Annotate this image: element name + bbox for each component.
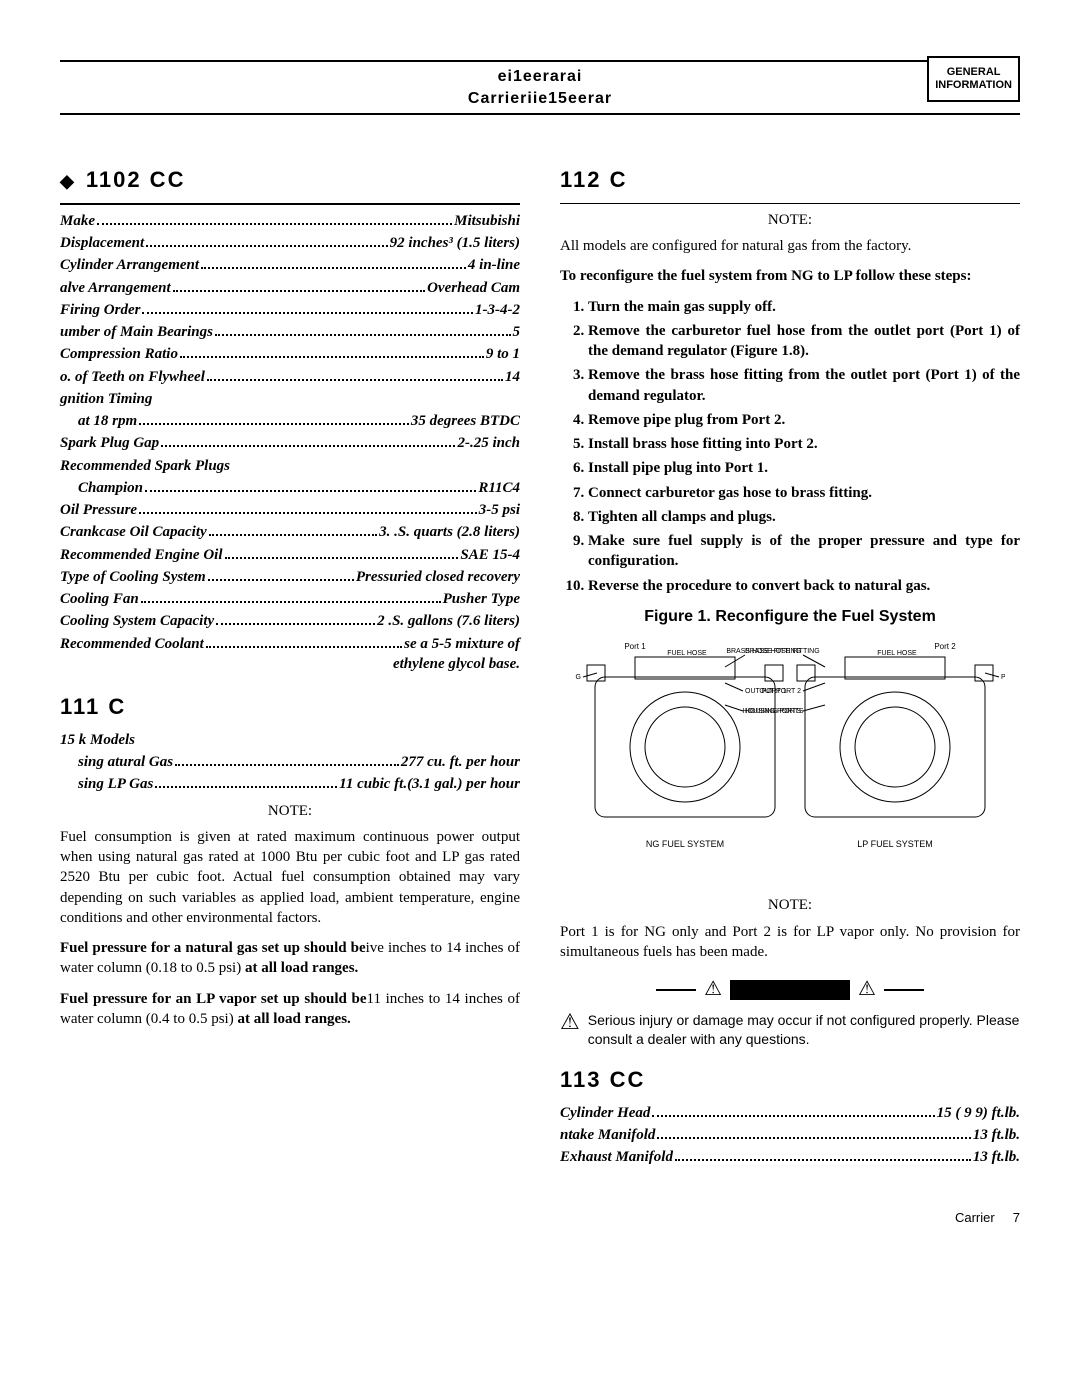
models-label: 15 k Models xyxy=(60,730,520,750)
svg-text:NG FUEL SYSTEM: NG FUEL SYSTEM xyxy=(646,839,724,849)
spec-list-113: Cylinder Head15 ( 9 9) ft.lb. ntake Mani… xyxy=(560,1103,1020,1168)
step-6: Install pipe plug into Port 1. xyxy=(588,458,1020,478)
note-label-right-2: NOTE: xyxy=(560,895,1020,915)
reconfigure-lead: To reconfigure the fuel system from NG t… xyxy=(560,266,1020,286)
warning-icon: ⚠ xyxy=(560,1011,580,1033)
heading-111-c: 111 C xyxy=(60,692,520,722)
svg-text:HOUSING PORTS: HOUSING PORTS xyxy=(742,708,801,715)
step-8: Tighten all clamps and plugs. xyxy=(588,507,1020,527)
caution-text: Serious injury or damage may occur if no… xyxy=(588,1011,1020,1049)
spec-list-1102: MakeMitsubishi Displacement92 inches³ (1… xyxy=(60,211,520,674)
port-note: Port 1 is for NG only and Port 2 is for … xyxy=(560,922,1020,963)
left-column: 1102 CC MakeMitsubishi Displacement92 in… xyxy=(60,165,520,1169)
svg-text:FUEL HOSE: FUEL HOSE xyxy=(667,650,707,657)
step-3: Remove the brass hose fitting from the o… xyxy=(588,365,1020,406)
page-footer: Carrier 7 xyxy=(60,1209,1020,1227)
page-header: ei1eerarai Carrieriie15eerar GENERAL INF… xyxy=(60,60,1020,115)
svg-text:PLUG: PLUG xyxy=(1001,674,1005,681)
svg-text:LP FUEL SYSTEM: LP FUEL SYSTEM xyxy=(857,839,933,849)
warning-icon: ⚠ xyxy=(858,976,876,1003)
header-line-2: Carrieriie15eerar xyxy=(60,88,1020,110)
warning-bar: ⚠ ⚠ xyxy=(560,976,1020,1003)
step-1: Turn the main gas supply off. xyxy=(588,297,1020,317)
svg-text:Port 1: Port 1 xyxy=(624,642,646,651)
coolant-sub: ethylene glycol base. xyxy=(60,654,520,674)
note-label-left: NOTE: xyxy=(60,801,520,821)
step-2: Remove the carburetor fuel hose from the… xyxy=(588,321,1020,362)
right-column: 112 C NOTE: All models are configured fo… xyxy=(560,165,1020,1169)
factory-config-note: All models are configured for natural ga… xyxy=(560,236,1020,256)
step-7: Connect carburetor gas hose to brass fit… xyxy=(588,483,1020,503)
caution-box: ⚠ Serious injury or damage may occur if … xyxy=(560,1011,1020,1049)
warning-icon: ⚠ xyxy=(704,976,722,1003)
step-9: Make sure fuel supply is of the proper p… xyxy=(588,531,1020,572)
svg-text:BRASS HOSE FITTING: BRASS HOSE FITTING xyxy=(726,648,801,655)
ignition-timing-label: gnition Timing xyxy=(60,389,520,409)
ng-pressure-paragraph: Fuel pressure for a natural gas set up s… xyxy=(60,938,520,979)
page-number: 7 xyxy=(1013,1210,1020,1225)
reconfigure-steps: Turn the main gas supply off. Remove the… xyxy=(560,297,1020,596)
svg-text:Port 2: Port 2 xyxy=(934,642,956,651)
general-information-box: GENERAL INFORMATION xyxy=(927,56,1020,102)
heading-113-cc: 113 CC xyxy=(560,1065,1020,1095)
recommended-plugs-label: Recommended Spark Plugs xyxy=(60,456,520,476)
heading-1102-cc: 1102 CC xyxy=(60,165,520,195)
figure-1-caption: Figure 1. Reconfigure the Fuel System xyxy=(560,606,1020,628)
footer-label: Carrier xyxy=(955,1210,995,1225)
heading-112-c: 112 C xyxy=(560,165,1020,195)
fuel-system-diagram: .lbl { font: 7px Arial, sans-serif; } .l… xyxy=(575,637,1005,887)
lp-pressure-paragraph: Fuel pressure for an LP vapor set up sho… xyxy=(60,989,520,1030)
header-line-1: ei1eerarai xyxy=(60,66,1020,88)
svg-text:FUEL HOSE: FUEL HOSE xyxy=(877,650,917,657)
svg-text:PLUG: PLUG xyxy=(575,674,581,681)
step-10: Reverse the procedure to convert back to… xyxy=(588,576,1020,596)
fuel-consumption-note: Fuel consumption is given at rated maxim… xyxy=(60,827,520,928)
step-5: Install brass hose fitting into Port 2. xyxy=(588,434,1020,454)
note-label-right-1: NOTE: xyxy=(560,210,1020,230)
step-4: Remove pipe plug from Port 2. xyxy=(588,410,1020,430)
svg-text:OUT PORT 2: OUT PORT 2 xyxy=(759,688,801,695)
